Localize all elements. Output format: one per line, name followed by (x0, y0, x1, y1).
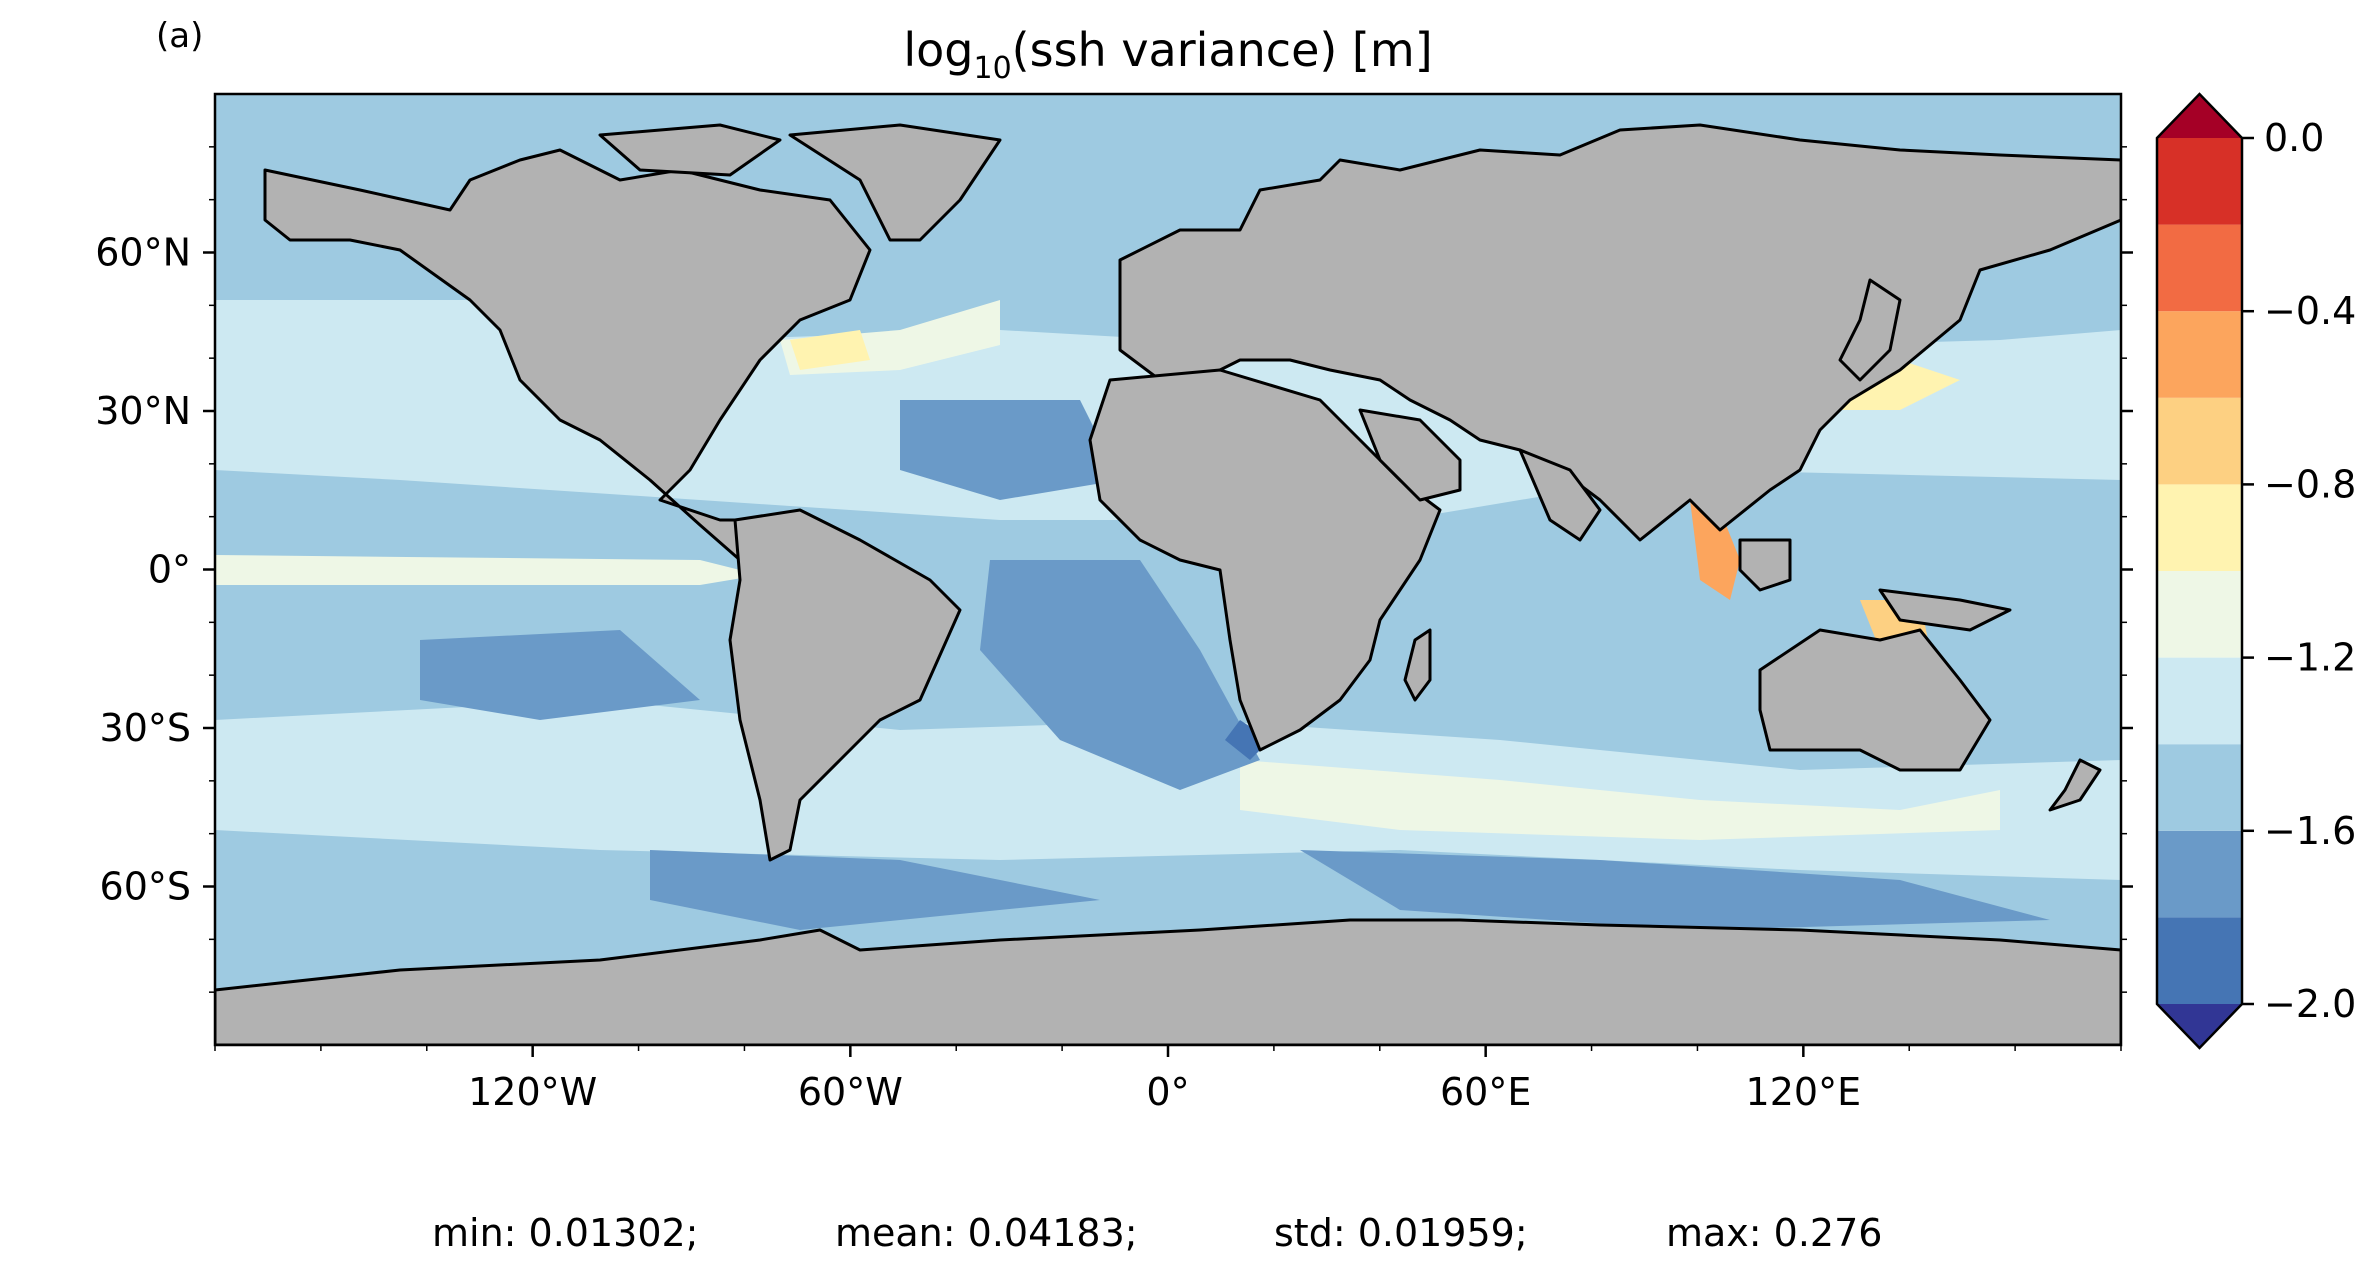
stat-std: std: 0.01959; (1274, 1211, 1528, 1255)
y-axis: 60°N 30°N 0° 30°S 60°S (95, 146, 2133, 993)
map-area (215, 94, 2121, 1045)
y-tick-label: 60°N (95, 231, 191, 275)
colorbar: 0.0 −0.4 −0.8 −1.2 −1.6 −2.0 (2155, 92, 2356, 1050)
colorbar-extend-high (2157, 94, 2242, 138)
land-south-america (728, 508, 962, 862)
colorbar-segment (2157, 571, 2242, 658)
land-new-zealand (2048, 758, 2102, 812)
colorbar-segment (2157, 484, 2242, 571)
field-band-dark-south-pacific (650, 850, 1100, 930)
colorbar-tick-label: −0.4 (2264, 289, 2356, 333)
title-log: log (903, 23, 973, 77)
colorbar-tick-label: −0.8 (2264, 462, 2356, 506)
field-band-southern-ocean (1240, 760, 2000, 840)
land-greenland (788, 123, 1002, 242)
colorbar-tick-label: 0.0 (2264, 116, 2324, 160)
stat-mean: mean: 0.04183; (835, 1211, 1138, 1255)
colorbar-extend-low (2157, 1004, 2242, 1048)
colorbar-segment (2157, 657, 2242, 745)
land-borneo (1738, 538, 1792, 592)
land-australia (1758, 628, 1992, 772)
map-title: log10(ssh variance) [m] (903, 23, 1432, 86)
land-eurasia (1118, 123, 2121, 542)
land-arctic-islands (598, 123, 782, 177)
field-band-dark-pacific (420, 630, 700, 720)
colorbar-segment (2157, 224, 2242, 312)
colorbar-segment (2157, 917, 2242, 1004)
colorbar-tick-label: −1.2 (2264, 636, 2356, 680)
field-hotspot-southeast-asia (1690, 500, 1740, 600)
land-antarctica (215, 918, 2121, 1045)
colorbar-segment (2157, 311, 2242, 398)
colorbar-segment (2157, 830, 2242, 918)
x-axis: 120°W 60°W 0° 60°E 120°E (214, 1045, 2122, 1114)
land-north-america (263, 148, 872, 562)
y-tick-label: 30°S (100, 706, 191, 750)
panel-label: (a) (156, 16, 203, 56)
stat-max: max: 0.276 (1666, 1211, 1882, 1255)
y-tick-label: 30°N (95, 389, 191, 433)
x-tick-label: 0° (1146, 1070, 1189, 1114)
land-madagascar (1403, 628, 1432, 702)
land-japan (1838, 278, 1902, 382)
land-india (1518, 448, 1602, 542)
land (215, 123, 2121, 1045)
field-band-dark-south-indian (1300, 850, 2050, 930)
title-subscript: 10 (973, 51, 1011, 86)
y-tick-label: 0° (148, 548, 191, 592)
y-tick-label: 60°S (100, 865, 191, 909)
title-rest: (ssh variance) [m] (1012, 23, 1433, 77)
land-new-guinea (1878, 588, 2012, 632)
x-tick-label: 60°W (798, 1070, 903, 1114)
statistics: min: 0.01302; mean: 0.04183; std: 0.0195… (432, 1211, 1882, 1255)
colorbar-tick-label: −2.0 (2264, 982, 2356, 1026)
stat-min: min: 0.01302; (432, 1211, 698, 1255)
field-band-dark-atlantic-north (900, 400, 1120, 500)
field-band-equator (215, 555, 760, 585)
land-arabia (1358, 408, 1462, 502)
x-tick-label: 120°E (1746, 1070, 1862, 1114)
x-tick-label: 60°E (1440, 1070, 1531, 1114)
colorbar-segment (2157, 138, 2242, 225)
colorbar-segment (2157, 397, 2242, 485)
field-hotspot-gulf-stream (790, 330, 870, 370)
colorbar-tick-label: −1.6 (2264, 809, 2356, 853)
field-band-dark-atlantic-south (980, 560, 1260, 790)
x-tick-label: 120°W (468, 1070, 597, 1114)
land-africa (1088, 368, 1442, 752)
colorbar-segment (2157, 744, 2242, 831)
